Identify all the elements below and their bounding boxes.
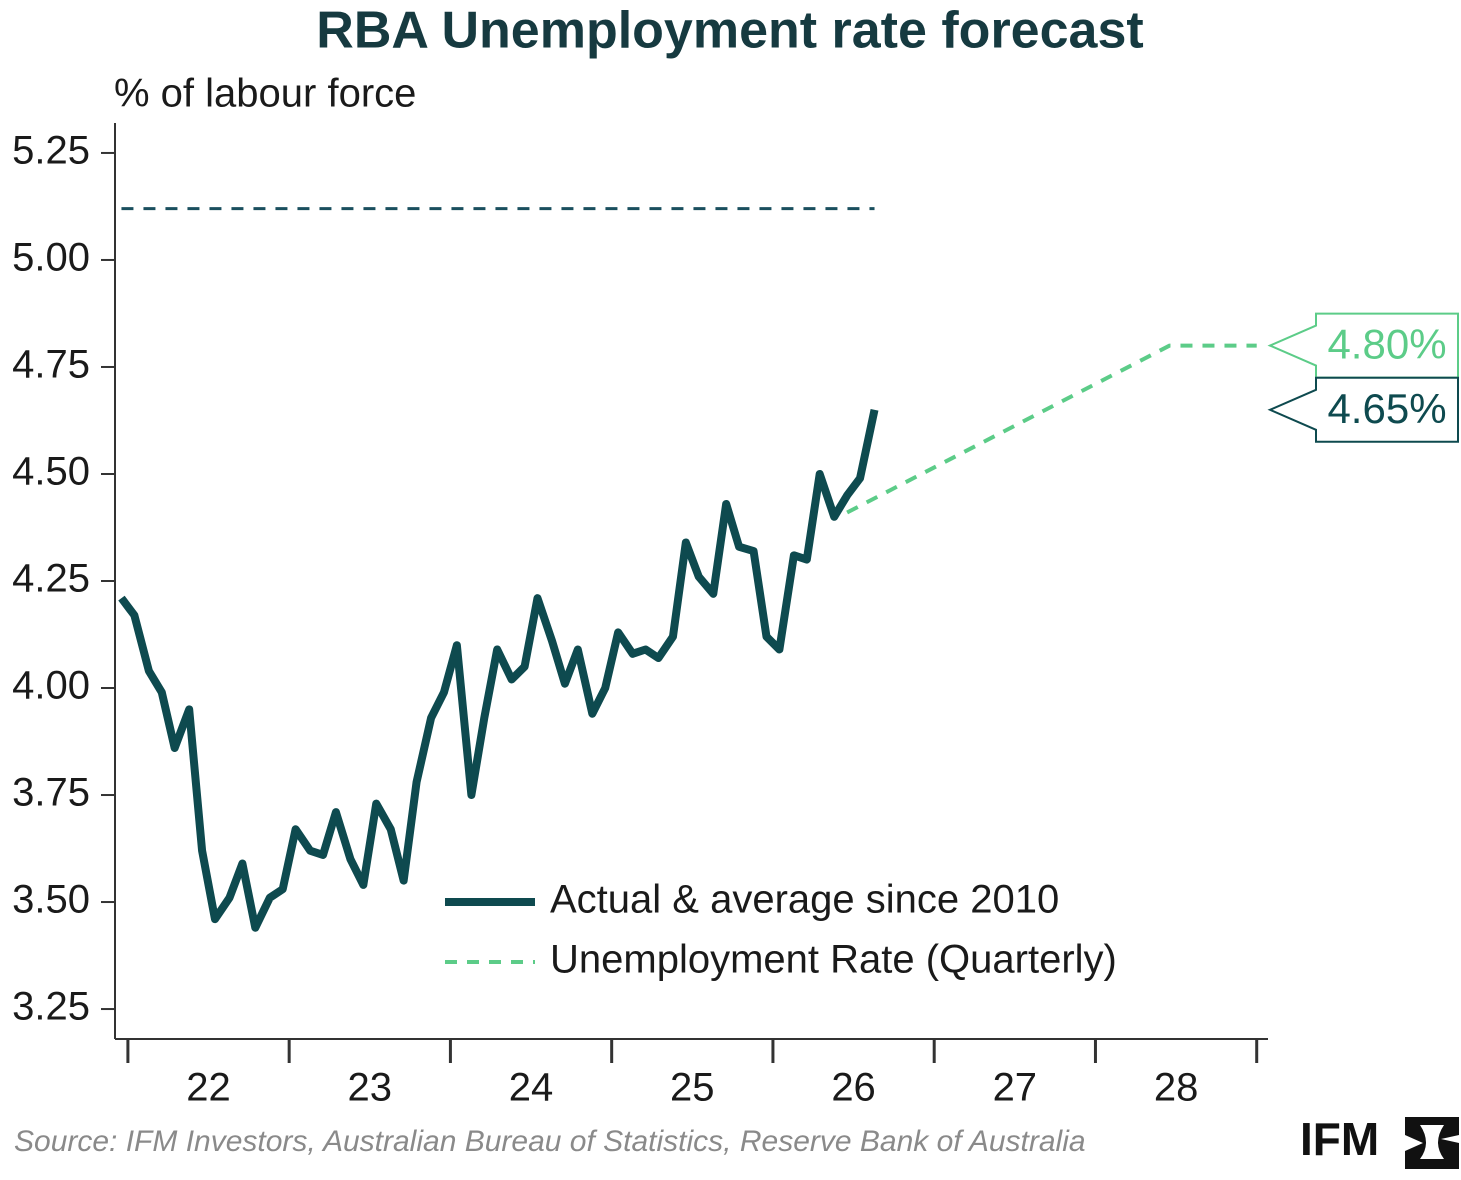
- y-tick-label: 4.75: [12, 343, 90, 387]
- y-tick-label: 3.75: [12, 771, 90, 815]
- x-tick-label: 27: [993, 1066, 1038, 1110]
- x-tick-label: 28: [1154, 1066, 1199, 1110]
- source: Source: IFM Investors, Australian Bureau…: [14, 1125, 1086, 1158]
- y-tick-label: 4.50: [12, 450, 90, 494]
- y-tick-label: 3.25: [12, 985, 90, 1029]
- y-tick-label: 5.00: [12, 236, 90, 280]
- logo-text: IFM: [1300, 1113, 1379, 1165]
- x-tick-label: 26: [831, 1066, 876, 1110]
- y-tick-label: 3.50: [12, 878, 90, 922]
- logo-icon: [1405, 1117, 1459, 1169]
- x-tick-label: 24: [509, 1066, 554, 1110]
- actual-line: [118, 408, 879, 932]
- x-tick-label: 23: [348, 1066, 393, 1110]
- annotation-label: 4.80%: [1327, 321, 1446, 368]
- legend-label: Unemployment Rate (Quarterly): [550, 938, 1117, 982]
- annotation-box: [1267, 312, 1459, 379]
- forecast-line: [846, 343, 1257, 515]
- y-tick-label: 4.00: [12, 664, 90, 708]
- legend-label: Actual & average since 2010: [550, 878, 1059, 922]
- x-tick-label: 22: [186, 1066, 231, 1110]
- y-tick-label: 5.25: [12, 129, 90, 173]
- y-axis-label: % of labour force: [114, 72, 416, 116]
- annotation-label: 4.65%: [1327, 385, 1446, 432]
- x-tick-label: 25: [670, 1066, 715, 1110]
- annotation-box: [1267, 376, 1459, 443]
- chart-title: RBA Unemployment rate forecast: [316, 2, 1143, 60]
- y-tick-label: 4.25: [12, 557, 90, 601]
